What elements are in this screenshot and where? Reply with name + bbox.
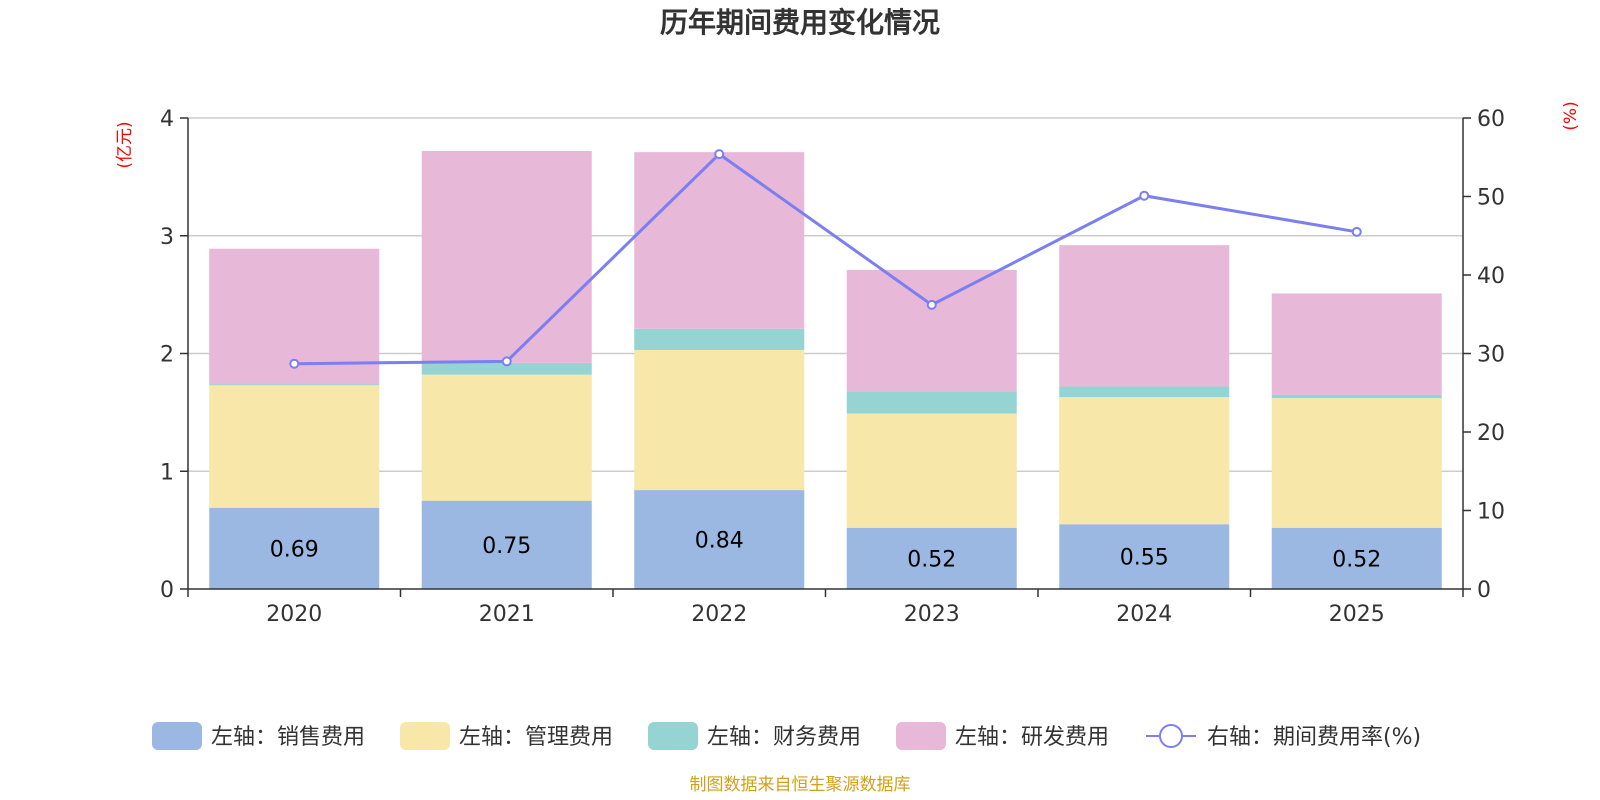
legend-label: 左轴：研发费用 <box>955 725 1109 750</box>
right-axis-tick-label: 30 <box>1477 343 1505 368</box>
x-axis-tick-label: 2020 <box>266 602 322 627</box>
legend-item-4[interactable]: 左轴：研发费用 <box>896 722 1109 750</box>
bar-segment-3 <box>421 362 592 375</box>
rate-line-path <box>294 152 1358 366</box>
bar-segment-3 <box>634 328 805 350</box>
right-axis-tick-label: 40 <box>1477 264 1505 289</box>
legend-label: 左轴：管理费用 <box>459 725 613 750</box>
right-axis-tick-label: 20 <box>1477 421 1505 446</box>
bar-segment-3 <box>1271 394 1442 399</box>
rate-point <box>1351 226 1362 237</box>
left-axis-tick-label: 3 <box>160 225 174 250</box>
right-axis-tick-label: 0 <box>1477 578 1491 603</box>
legend-item-5[interactable]: 右轴：期间费用率(%) <box>1146 724 1421 750</box>
x-axis-tick-label: 2025 <box>1329 602 1385 627</box>
bar-segment-1 <box>421 500 592 589</box>
data-label: 0.55 <box>1120 546 1169 571</box>
legend-label: 左轴：销售费用 <box>211 725 365 750</box>
right-axis-tick-label: 60 <box>1477 107 1505 132</box>
data-label: 0.84 <box>695 529 744 554</box>
bar-segment-3 <box>1059 386 1230 398</box>
legend-swatch <box>400 722 450 750</box>
x-axis-tick-label: 2023 <box>904 602 960 627</box>
bar-segment-2 <box>1059 397 1230 525</box>
right-axis-tick-label: 10 <box>1477 500 1505 525</box>
legend[interactable]: 左轴：销售费用 左轴：管理费用 左轴：财务费用 左轴：研发费用 右轴：期间费用率(%) <box>152 722 1421 750</box>
right-axis-tick-label: 50 <box>1477 186 1505 211</box>
data-label: 0.52 <box>1332 547 1381 572</box>
legend-marker-icon <box>1159 724 1183 748</box>
bar-segment-4 <box>1271 293 1442 395</box>
left-axis-tick-label: 4 <box>160 107 174 132</box>
data-label: 0.75 <box>482 534 531 559</box>
rate-point <box>501 356 512 367</box>
legend-label: 左轴：财务费用 <box>707 725 861 750</box>
x-axis-tick-label: 2021 <box>479 602 535 627</box>
bar-segment-1 <box>846 527 1017 589</box>
bar-segment-1 <box>209 507 380 589</box>
bar-segment-3 <box>209 384 380 386</box>
rate-point <box>1139 190 1150 201</box>
data-label: 0.52 <box>907 547 956 572</box>
chart-title: 历年期间费用变化情况 <box>660 6 940 39</box>
legend-item-2[interactable]: 左轴：管理费用 <box>400 722 613 750</box>
legend-swatch <box>648 722 698 750</box>
data-labels: 0.69 0.75 0.84 0.52 0.55 0.52 <box>270 529 1381 573</box>
left-axis-unit: (亿元) <box>115 121 135 168</box>
bar-segment-2 <box>846 413 1017 528</box>
bar-segment-2 <box>209 385 380 508</box>
bars <box>209 150 1442 589</box>
right-axis-unit: (%) <box>1561 101 1581 130</box>
x-axis-tick-label: 2024 <box>1116 602 1172 627</box>
bar-segment-2 <box>634 349 805 491</box>
left-axis-tick-label: 2 <box>160 343 174 368</box>
grid <box>188 117 1463 472</box>
bar-segment-4 <box>634 152 805 329</box>
rate-point <box>289 358 300 369</box>
rate-point <box>714 149 725 160</box>
bar-segment-2 <box>421 374 592 501</box>
legend-swatch <box>152 722 202 750</box>
bar-segment-4 <box>1059 245 1230 387</box>
bar-segment-3 <box>846 391 1017 414</box>
data-source: 制图数据来自恒生聚源数据库 <box>690 775 911 795</box>
bar-segment-4 <box>846 269 1017 392</box>
rate-line <box>289 149 1362 369</box>
bar-segment-1 <box>1271 527 1442 589</box>
rate-point <box>926 299 937 310</box>
left-axis-tick-label: 1 <box>160 460 174 485</box>
bar-segment-1 <box>1059 524 1230 589</box>
x-axis-tick-label: 2022 <box>691 602 747 627</box>
legend-item-1[interactable]: 左轴：销售费用 <box>152 722 365 750</box>
left-axis-tick-label: 0 <box>160 578 174 603</box>
bar-segment-2 <box>1271 398 1442 528</box>
bar-segment-4 <box>421 150 592 363</box>
bar-segment-1 <box>634 490 805 589</box>
data-label: 0.69 <box>270 537 319 562</box>
legend-item-3[interactable]: 左轴：财务费用 <box>648 722 861 750</box>
legend-label: 右轴：期间费用率(%) <box>1207 725 1421 750</box>
legend-swatch <box>896 722 946 750</box>
